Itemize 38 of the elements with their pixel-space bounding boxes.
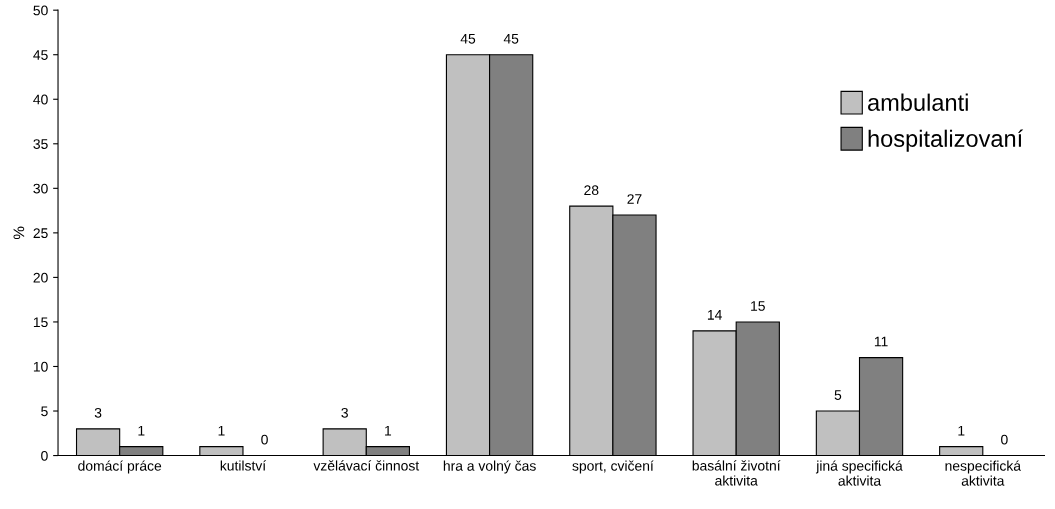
data-label: 1 (218, 425, 225, 436)
x-tick-label: kutilství (220, 460, 267, 471)
data-label: 1 (385, 425, 392, 436)
y-tick-label: 15 (33, 317, 48, 328)
y-tick-label: 40 (33, 94, 48, 105)
y-tick-label: 25 (33, 228, 48, 239)
y-tick-label: 50 (33, 5, 48, 16)
y-tick-label: 0 (41, 450, 48, 461)
x-tick-label: sport, cvičení (572, 460, 654, 474)
x-tick-label: nespecifická aktivita (945, 460, 1022, 486)
y-tick-label: 30 (33, 183, 48, 194)
data-label: 0 (1001, 434, 1008, 445)
data-label: 3 (94, 407, 102, 418)
data-label: 45 (503, 33, 519, 44)
x-tick-label: domácí práce (78, 460, 162, 474)
data-label: 3 (341, 407, 348, 418)
legend-label: ambulanti (868, 93, 968, 111)
data-label: 15 (751, 301, 765, 311)
x-tick-label: jiná specifická aktivita (815, 460, 903, 486)
data-label: 0 (261, 434, 268, 445)
data-label: 1 (958, 425, 965, 436)
y-tick-label: 20 (33, 272, 48, 283)
data-label: 45 (460, 33, 476, 44)
x-tick-label: vzělávací činnost (313, 460, 420, 471)
data-label: 27 (627, 194, 642, 204)
data-label: 28 (584, 185, 599, 196)
legend-label: hospitalizovaní (868, 129, 1024, 152)
x-tick-label: basální životní aktivita (692, 460, 781, 486)
y-axis-title: % (13, 226, 25, 240)
y-tick-label: 35 (33, 139, 48, 149)
data-label: 14 (707, 310, 722, 320)
data-label: 5 (834, 390, 842, 400)
data-label: 1 (138, 425, 145, 436)
y-tick-label: 10 (33, 361, 48, 372)
x-tick-label: hra a volný čas (443, 460, 536, 474)
y-tick-label: 5 (41, 406, 48, 417)
y-tick-label: 45 (33, 50, 48, 60)
data-label: 11 (874, 336, 888, 347)
